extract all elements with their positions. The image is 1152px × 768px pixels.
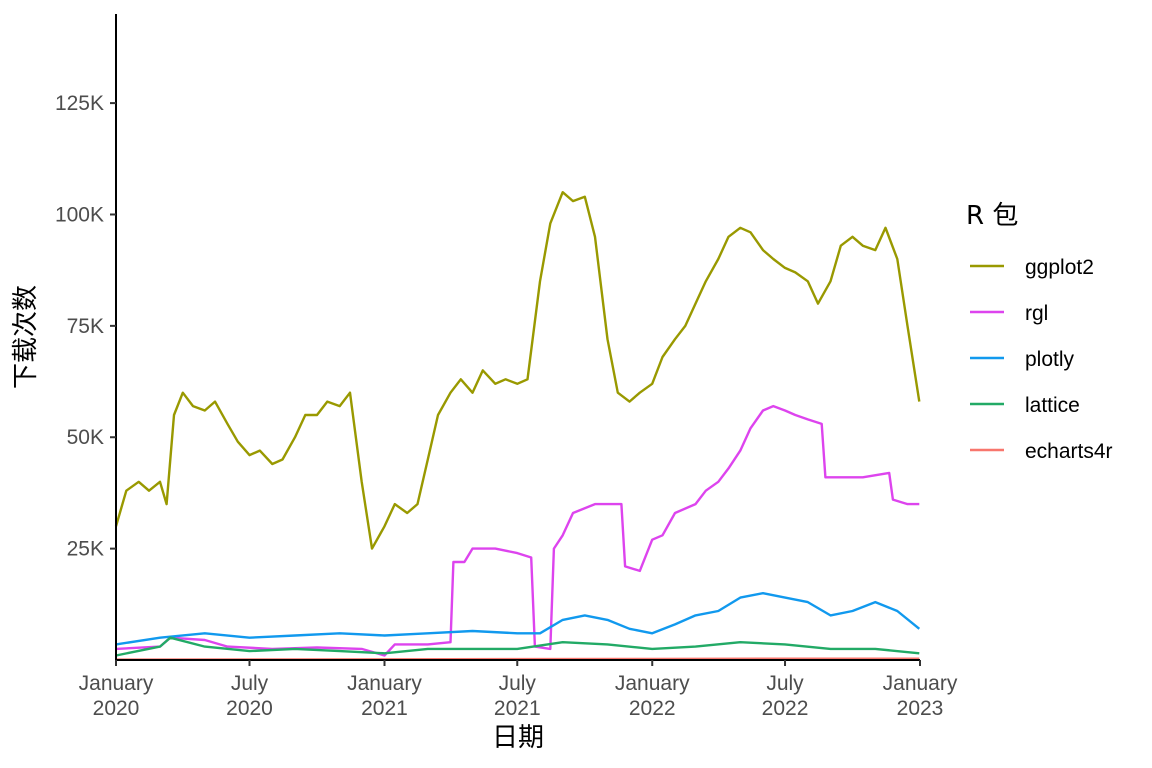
legend: R 包 ggplot2 rgl plotly lattice echarts4r [966, 201, 1113, 463]
axes-layer [115, 14, 920, 661]
x-tick-label-month: January [347, 672, 422, 695]
x-tick-label-year: 2023 [897, 697, 944, 720]
x-ticks: January2020July2020January2021July2021Ja… [79, 660, 958, 720]
x-tick-label-month: July [231, 672, 269, 695]
x-tick-label-month: January [615, 672, 690, 695]
series-line-plotly [115, 592, 921, 646]
x-tick-label-month: January [883, 672, 958, 695]
legend-title: R 包 [966, 201, 1018, 231]
x-tick-label-month: July [766, 672, 804, 695]
x-tick-label-year: 2022 [762, 697, 809, 720]
y-tick-label: 50K [67, 426, 104, 449]
x-tick-label-year: 2021 [494, 697, 541, 720]
x-tick-label-month: January [79, 672, 154, 695]
y-tick-label: 25K [67, 538, 104, 561]
series-layer [114, 191, 921, 661]
x-axis-title: 日期 [492, 723, 544, 753]
series-line-rgl [115, 404, 920, 657]
y-tick-label: 125K [55, 92, 104, 115]
x-tick-label-year: 2022 [629, 697, 676, 720]
y-tick-label: 100K [55, 203, 104, 226]
y-ticks: 25K 50K 75K 100K 125K [55, 92, 116, 561]
legend-label-ggplot2: ggplot2 [1025, 256, 1094, 279]
y-tick-label: 75K [67, 315, 104, 338]
x-tick-label-year: 2021 [361, 697, 408, 720]
x-tick-label-year: 2020 [93, 697, 140, 720]
y-axis-title: 下载次数 [11, 285, 41, 389]
x-tick-label-year: 2020 [226, 697, 273, 720]
series-line-lattice [115, 636, 920, 657]
legend-label-echarts4r: echarts4r [1025, 440, 1113, 463]
legend-label-plotly: plotly [1025, 348, 1075, 371]
legend-label-rgl: rgl [1025, 302, 1048, 325]
series-line-ggplot2 [114, 191, 921, 550]
legend-label-lattice: lattice [1025, 394, 1080, 417]
x-tick-label-month: July [499, 672, 537, 695]
